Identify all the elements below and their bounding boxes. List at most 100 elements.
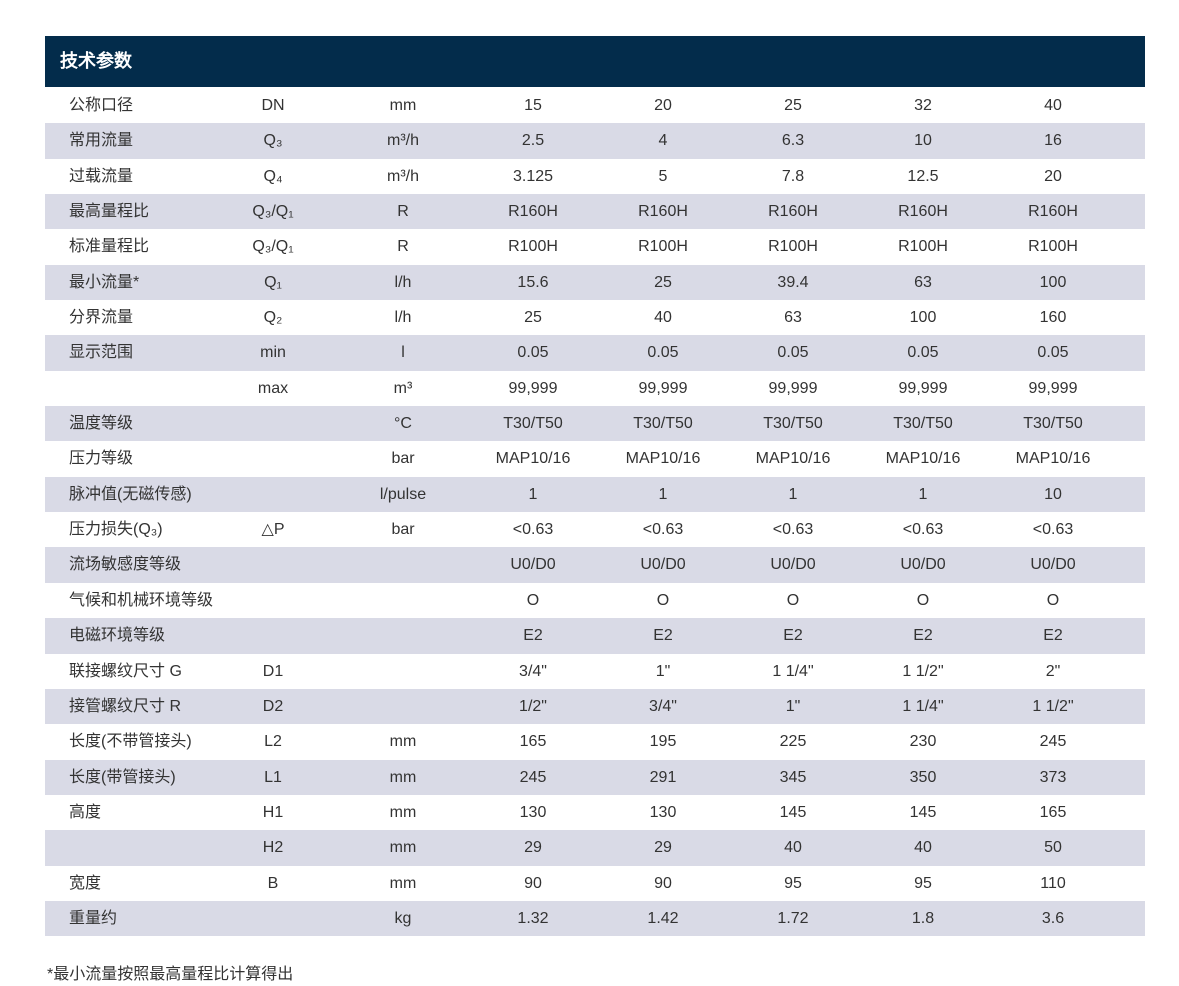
table-cell: 1 xyxy=(918,485,928,503)
row-label: 压力等级 xyxy=(69,450,134,468)
table-cell: O xyxy=(916,591,930,609)
table-cell: R100H xyxy=(638,238,688,256)
table-cell: U0/D0 xyxy=(770,556,816,574)
table-cell: max xyxy=(257,379,289,397)
table-cell: 40 xyxy=(1044,97,1062,114)
table-cell: 373 xyxy=(1039,768,1067,786)
table-row: 接管螺纹尺寸 R D2 1/2" 3/4" 1" 1 1/4" 1 1/2" xyxy=(45,688,1145,725)
table-cell: R100H xyxy=(1028,238,1078,256)
table-row: 分界流量 Q₂ l/h 25 40 63 100 160 xyxy=(45,300,1145,335)
footnote: *最小流量按照最高量程比计算得出 xyxy=(47,966,294,983)
table-cell: O xyxy=(1046,591,1060,609)
table-cell: L2 xyxy=(264,733,282,751)
table-cell: 2" xyxy=(1045,662,1061,680)
table-cell: 20 xyxy=(1044,167,1062,185)
table-cell: 1.72 xyxy=(777,909,809,927)
table-cell: 99,999 xyxy=(768,379,818,397)
table-cell: °C xyxy=(394,415,412,433)
table-cell: U0/D0 xyxy=(1030,556,1076,574)
table-cell: 6.3 xyxy=(781,132,805,150)
table-cell: 160 xyxy=(1039,309,1067,327)
table-cell: R100H xyxy=(898,238,948,256)
row-label: 最小流量* xyxy=(69,273,140,291)
table-cell: MAP10/16 xyxy=(625,450,701,468)
table-cell: <0.63 xyxy=(512,521,554,539)
table-cell: Q₁ xyxy=(264,273,282,291)
table-cell: 1 1/2" xyxy=(902,662,944,680)
row-label: 气候和机械环境等级 xyxy=(69,591,214,609)
table-cell: U0/D0 xyxy=(900,556,946,574)
table-cell: 25 xyxy=(524,309,542,327)
table-cell: T30/T50 xyxy=(763,415,823,433)
table-row: 常用流量 Q₃ m³/h 2.5 4 6.3 10 16 xyxy=(45,123,1145,159)
table-cell: 345 xyxy=(779,768,807,786)
table-cell: <0.63 xyxy=(642,521,684,539)
table-cell: 3.125 xyxy=(512,167,554,185)
table-cell: 90 xyxy=(524,874,542,892)
table-row: 流场敏感度等级 U0/D0 U0/D0 U0/D0 U0/D0 U0/D0 xyxy=(45,547,1145,583)
table-cell: U0/D0 xyxy=(640,556,686,574)
table-cell: H2 xyxy=(262,839,284,857)
table-cell: Q₂ xyxy=(263,309,283,327)
table-cell: <0.63 xyxy=(902,521,944,539)
table-cell: 10 xyxy=(914,132,932,150)
table-cell: R160H xyxy=(1028,203,1078,221)
row-label: 分界流量 xyxy=(69,309,134,327)
table-cell: min xyxy=(260,344,286,362)
table-cell: E2 xyxy=(913,627,933,645)
table-cell: T30/T50 xyxy=(893,415,953,433)
table-cell: T30/T50 xyxy=(633,415,693,433)
table-cell: 5 xyxy=(658,167,668,185)
table-cell: 40 xyxy=(784,839,802,857)
table-cell: E2 xyxy=(523,627,543,645)
table-row: 长度(带管接头) L1 mm 245 291 345 350 373 xyxy=(45,759,1145,795)
table-cell: m³/h xyxy=(387,167,419,185)
table-row: 标准量程比 Q₃/Q₁ R R100H R100H R100H R100H R100H xyxy=(45,229,1145,264)
row-label: 长度(不带管接头) xyxy=(69,733,192,751)
table-cell: 1.32 xyxy=(517,909,549,927)
table-cell: 95 xyxy=(784,874,802,892)
table-cell: T30/T50 xyxy=(503,415,563,433)
table-cell: 15 xyxy=(524,97,542,114)
table-cell: 25 xyxy=(784,97,802,114)
table-cell: D1 xyxy=(262,662,284,680)
table-cell: 3/4" xyxy=(519,662,547,680)
table-cell: △P xyxy=(261,521,285,539)
table-row: 高度 H1 mm 130 130 145 145 165 xyxy=(45,795,1145,830)
table-cell: 10 xyxy=(1044,485,1062,503)
table-cell: 1" xyxy=(785,697,801,715)
row-label: 最高量程比 xyxy=(69,203,150,221)
table-cell: 350 xyxy=(909,768,937,786)
table-cell: 32 xyxy=(914,97,932,114)
table-cell: 25 xyxy=(654,273,672,291)
row-label: 公称口径 xyxy=(69,97,134,114)
table-row: 脉冲值(无磁传感) l/pulse 1 1 1 1 10 xyxy=(45,476,1145,513)
row-label: 重量约 xyxy=(69,909,118,927)
table-cell: 90 xyxy=(654,874,672,892)
table-cell: 20 xyxy=(654,97,672,114)
table-row: 重量约 kg 1.32 1.42 1.72 1.8 3.6 xyxy=(45,900,1145,937)
row-label: 常用流量 xyxy=(69,132,134,150)
table-cell: MAP10/16 xyxy=(495,450,571,468)
table-cell: 195 xyxy=(649,733,677,751)
table-cell: 1.42 xyxy=(647,909,679,927)
table-cell: 7.8 xyxy=(781,167,805,185)
table-cell: 99,999 xyxy=(638,379,688,397)
row-label: 温度等级 xyxy=(69,415,134,433)
table-cell: 16 xyxy=(1044,132,1062,150)
table-cell: 245 xyxy=(519,768,547,786)
row-label: 高度 xyxy=(69,803,102,821)
table-cell: 1.8 xyxy=(911,909,935,927)
table-cell: Q₃/Q₁ xyxy=(252,203,294,221)
table-cell: U0/D0 xyxy=(510,556,556,574)
table-cell: R100H xyxy=(768,238,818,256)
table-cell: Q₃/Q₁ xyxy=(252,238,294,256)
table-cell: 165 xyxy=(1039,803,1067,821)
table-cell: 145 xyxy=(779,803,807,821)
table-row: 电磁环境等级 E2 E2 E2 E2 E2 xyxy=(45,618,1145,654)
table-cell: MAP10/16 xyxy=(885,450,961,468)
table-cell: R160H xyxy=(508,203,558,221)
table-cell: L1 xyxy=(264,768,282,786)
table-cell: l xyxy=(401,344,405,362)
